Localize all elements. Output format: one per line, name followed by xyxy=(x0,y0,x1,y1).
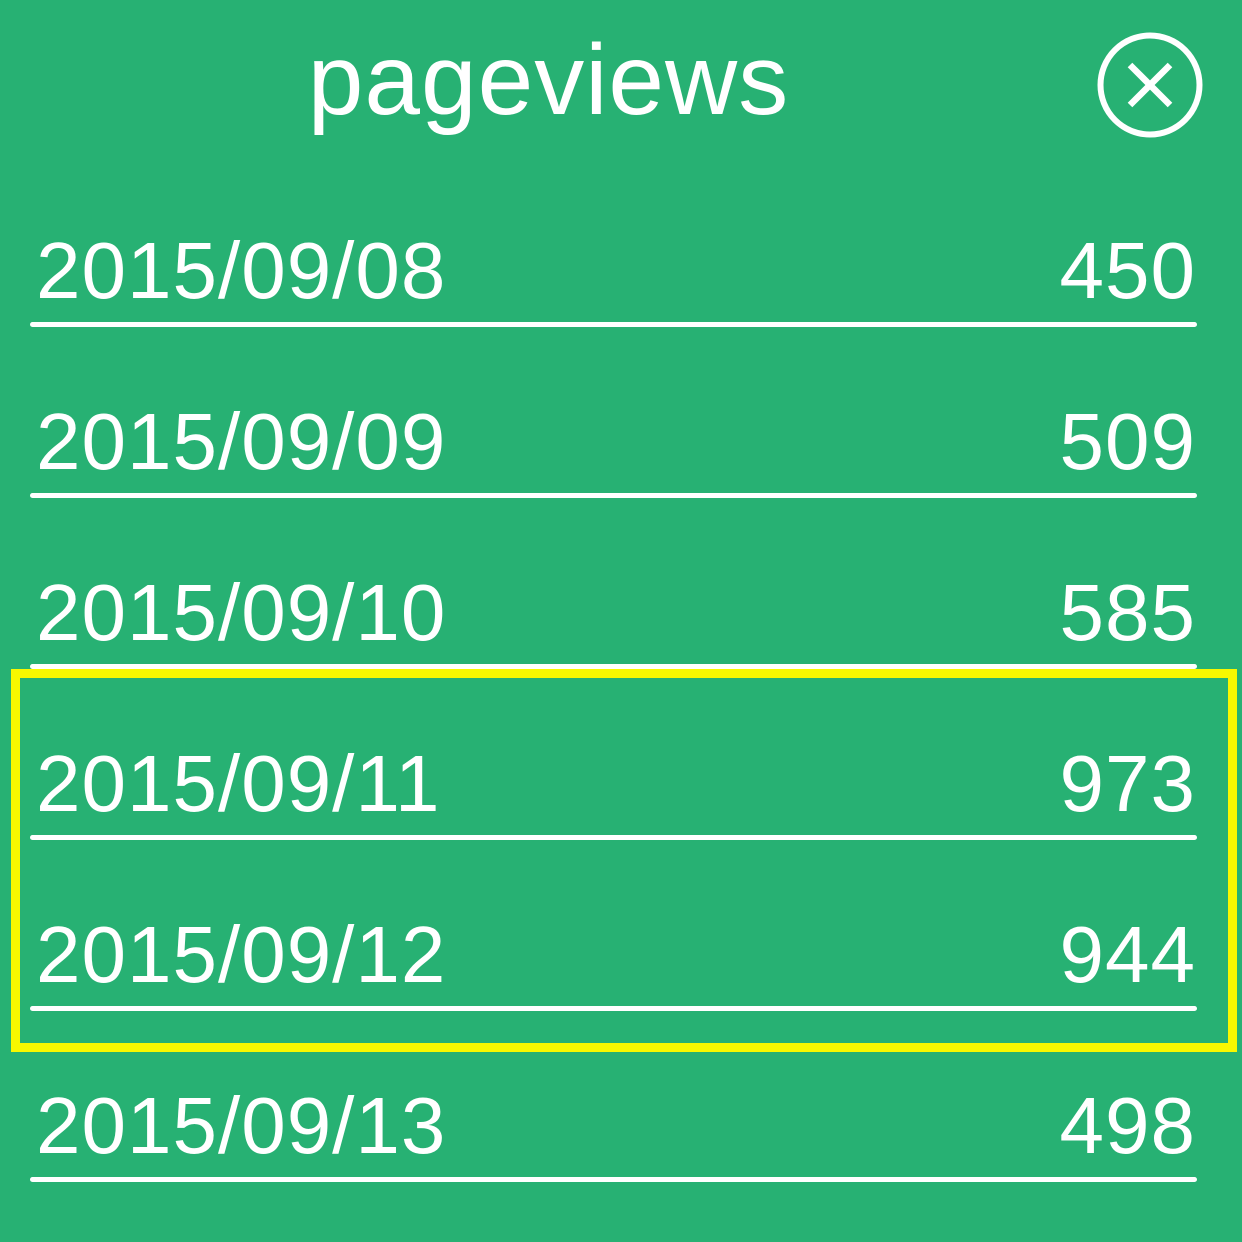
row-divider xyxy=(30,1177,1197,1182)
row-value: 509 xyxy=(1059,397,1196,486)
list-item[interactable]: 2015/09/11 973 xyxy=(0,669,1242,840)
list-item[interactable]: 2015/09/09 509 xyxy=(0,327,1242,498)
row-date: 2015/09/13 xyxy=(36,1081,447,1170)
row-value: 973 xyxy=(1059,739,1196,828)
page-title: pageviews xyxy=(307,24,790,136)
row-date: 2015/09/09 xyxy=(36,397,447,486)
row-value: 585 xyxy=(1059,568,1196,657)
list-item[interactable]: 2015/09/10 585 xyxy=(0,498,1242,669)
row-divider xyxy=(30,664,1197,669)
list-item[interactable]: 2015/09/08 450 xyxy=(0,156,1242,327)
row-date: 2015/09/10 xyxy=(36,568,447,657)
header: pageviews xyxy=(0,0,1242,170)
row-divider xyxy=(30,1006,1197,1011)
row-date: 2015/09/08 xyxy=(36,226,447,315)
row-date: 2015/09/12 xyxy=(36,910,447,999)
row-value: 498 xyxy=(1059,1081,1196,1170)
circled-x-icon xyxy=(1097,32,1203,138)
close-button[interactable] xyxy=(1097,32,1203,138)
list-item[interactable]: 2015/09/13 498 xyxy=(0,1011,1242,1182)
list-item[interactable]: 2015/09/12 944 xyxy=(0,840,1242,1011)
row-divider xyxy=(30,835,1197,840)
row-divider xyxy=(30,322,1197,327)
row-value: 944 xyxy=(1059,910,1196,999)
pageviews-list: 2015/09/08 450 2015/09/09 509 2015/09/10… xyxy=(0,156,1242,1182)
row-date: 2015/09/11 xyxy=(36,739,441,828)
row-divider xyxy=(30,493,1197,498)
row-value: 450 xyxy=(1059,226,1196,315)
